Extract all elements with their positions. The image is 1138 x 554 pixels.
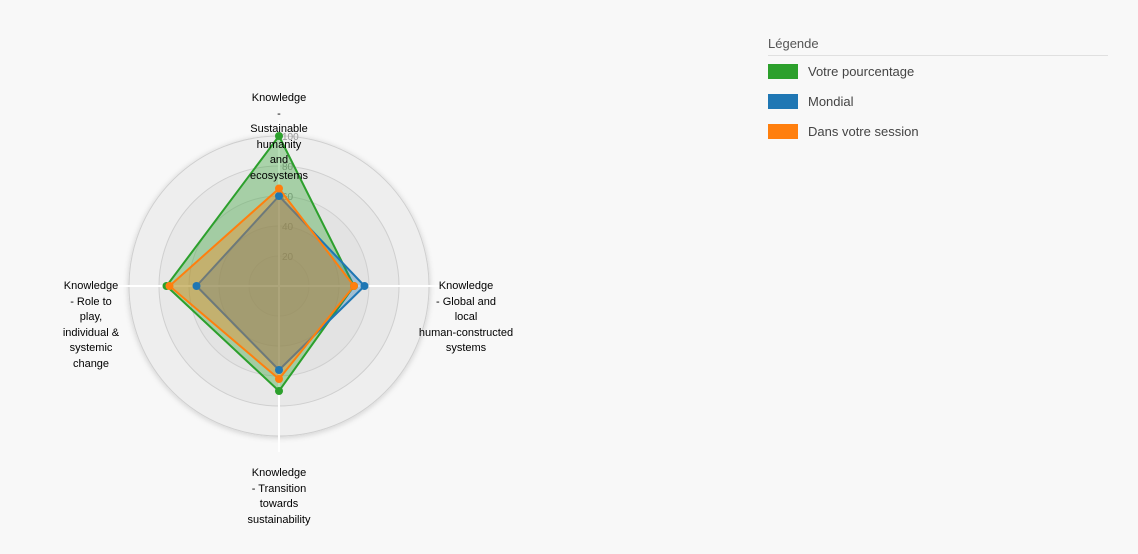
legend-item-votre-pourcentage[interactable]: Votre pourcentage xyxy=(768,56,1108,86)
legend-label: Mondial xyxy=(808,93,854,109)
axis-label-line: - xyxy=(277,107,281,120)
axis-label-line: Knowledge xyxy=(251,92,307,104)
axis-label-line: individual & xyxy=(62,326,120,339)
axis-label-line: - Transition xyxy=(251,482,307,495)
data-point xyxy=(275,132,283,140)
axis-label-line: Knowledge xyxy=(63,280,119,292)
legend-swatch xyxy=(768,123,798,139)
axis-label-line: Knowledge xyxy=(438,280,494,292)
axis-label-line: Knowledge xyxy=(251,467,307,479)
tick-label: 100 xyxy=(282,132,299,143)
axis-label: Knowledge - Sustainable humanity and ecosyste… xyxy=(229,91,329,184)
tick-label: 40 xyxy=(282,222,294,233)
axis-label: Knowledge - Role to play, individual & syste… xyxy=(56,279,126,372)
data-point xyxy=(275,375,283,383)
axis-label-line: change xyxy=(72,357,110,370)
tick-label: 20 xyxy=(282,252,294,263)
data-point xyxy=(275,366,283,374)
data-point xyxy=(275,184,283,193)
legend: Légende Votre pourcentage Mondial Dans v… xyxy=(768,36,1108,146)
axis-label-line: play, xyxy=(79,311,103,323)
axis-label-line: local xyxy=(454,311,478,323)
tick-label: 60 xyxy=(282,192,294,203)
legend-item-mondial[interactable]: Mondial xyxy=(768,86,1108,116)
axis-label-line: humanity xyxy=(256,138,302,151)
axis-label-line: - Role to xyxy=(70,295,112,308)
legend-swatch xyxy=(768,93,798,109)
legend-label: Dans votre session xyxy=(808,123,919,139)
data-point xyxy=(275,192,283,200)
axis-label-line: sustainability xyxy=(247,513,311,526)
data-point xyxy=(275,387,283,395)
legend-title: Légende xyxy=(768,36,1108,56)
legend-label: Votre pourcentage xyxy=(808,63,915,79)
tick-label: 80 xyxy=(282,162,294,173)
data-point xyxy=(360,282,369,290)
axis-label-line: Sustainable xyxy=(250,123,308,135)
legend-item-dans-votre-session[interactable]: Dans votre session xyxy=(768,116,1108,146)
axis-label-line: - Global and xyxy=(436,295,496,308)
axis-label-line: human-constructed xyxy=(418,326,514,339)
axis-label-line: ecosystems xyxy=(249,169,309,182)
data-point xyxy=(165,282,174,290)
legend-swatch xyxy=(768,63,798,79)
axis-label-line: systemic xyxy=(69,342,113,354)
axis-label: Knowledge - Global and local human-construc… xyxy=(416,279,516,357)
axis-label-line: and xyxy=(269,154,289,166)
axis-label: Knowledge - Transition towards sustainabili… xyxy=(229,466,329,528)
axis-label-line: towards xyxy=(259,498,299,510)
axis-label-line: systems xyxy=(445,342,487,354)
data-point xyxy=(192,282,201,290)
data-point xyxy=(350,282,358,290)
radar-chart: 20 40 60 80 100 xyxy=(113,120,445,452)
